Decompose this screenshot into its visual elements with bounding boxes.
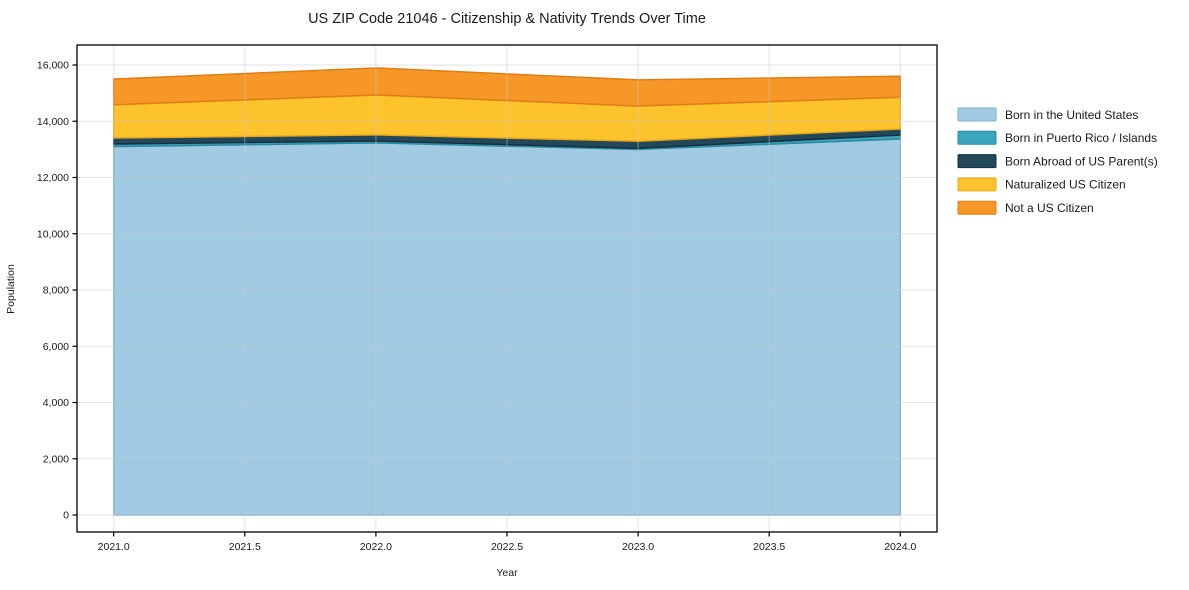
- y-tick-label: 6,000: [43, 341, 69, 353]
- y-tick-label: 14,000: [37, 116, 69, 128]
- x-tick-label: 2022.5: [491, 541, 523, 553]
- legend-swatch-naturalized-us-citizen: [957, 177, 997, 192]
- legend-item: Not a US Citizen: [957, 200, 1094, 215]
- x-tick-label: 2024.0: [884, 541, 916, 553]
- x-tick-label: 2021.5: [229, 541, 261, 553]
- legend-item: Born in the United States: [957, 107, 1138, 122]
- y-tick-label: 12,000: [37, 172, 69, 184]
- legend-label: Born in the United States: [1005, 108, 1138, 122]
- x-axis-label: Year: [496, 567, 518, 579]
- legend-label: Not a US Citizen: [1005, 201, 1094, 215]
- y-tick-label: 16,000: [37, 60, 69, 72]
- gridlines: [77, 45, 937, 532]
- tick-labels: 2021.0 2021.5 2022.0 2022.5 2023.0 2023.5 2024…: [37, 60, 917, 553]
- x-tick-label: 2023.0: [622, 541, 654, 553]
- legend-item: Naturalized US Citizen: [957, 177, 1126, 192]
- legend-swatch-not-a-us-citizen: [957, 200, 997, 215]
- x-tick-label: 2021.0: [98, 541, 130, 553]
- legend-item: Born in Puerto Rico / Islands: [957, 130, 1157, 145]
- y-tick-label: 0: [63, 510, 69, 522]
- legend-label: Naturalized US Citizen: [1005, 178, 1126, 192]
- legend-item: Born Abroad of US Parent(s): [957, 154, 1158, 169]
- y-axis-label: Population: [5, 264, 17, 314]
- y-tick-label: 8,000: [43, 285, 69, 297]
- y-tick-label: 4,000: [43, 397, 69, 409]
- legend-swatch-born-abroad-of-us-parent-s: [957, 154, 997, 169]
- y-tick-label: 2,000: [43, 453, 69, 465]
- legend-swatch-born-in-the-united-states: [957, 107, 997, 122]
- x-tick-label: 2022.0: [360, 541, 392, 553]
- x-tick-label: 2023.5: [753, 541, 785, 553]
- legend-swatch-born-in-puerto-rico-islands: [957, 130, 997, 145]
- legend: Born in the United States Born in Puerto …: [957, 107, 1158, 215]
- chart-title: US ZIP Code 21046 - Citizenship & Nativi…: [308, 11, 706, 27]
- legend-label: Born in Puerto Rico / Islands: [1005, 131, 1157, 145]
- legend-label: Born Abroad of US Parent(s): [1005, 154, 1158, 168]
- y-tick-label: 10,000: [37, 228, 69, 240]
- axis-ticks: [72, 64, 901, 537]
